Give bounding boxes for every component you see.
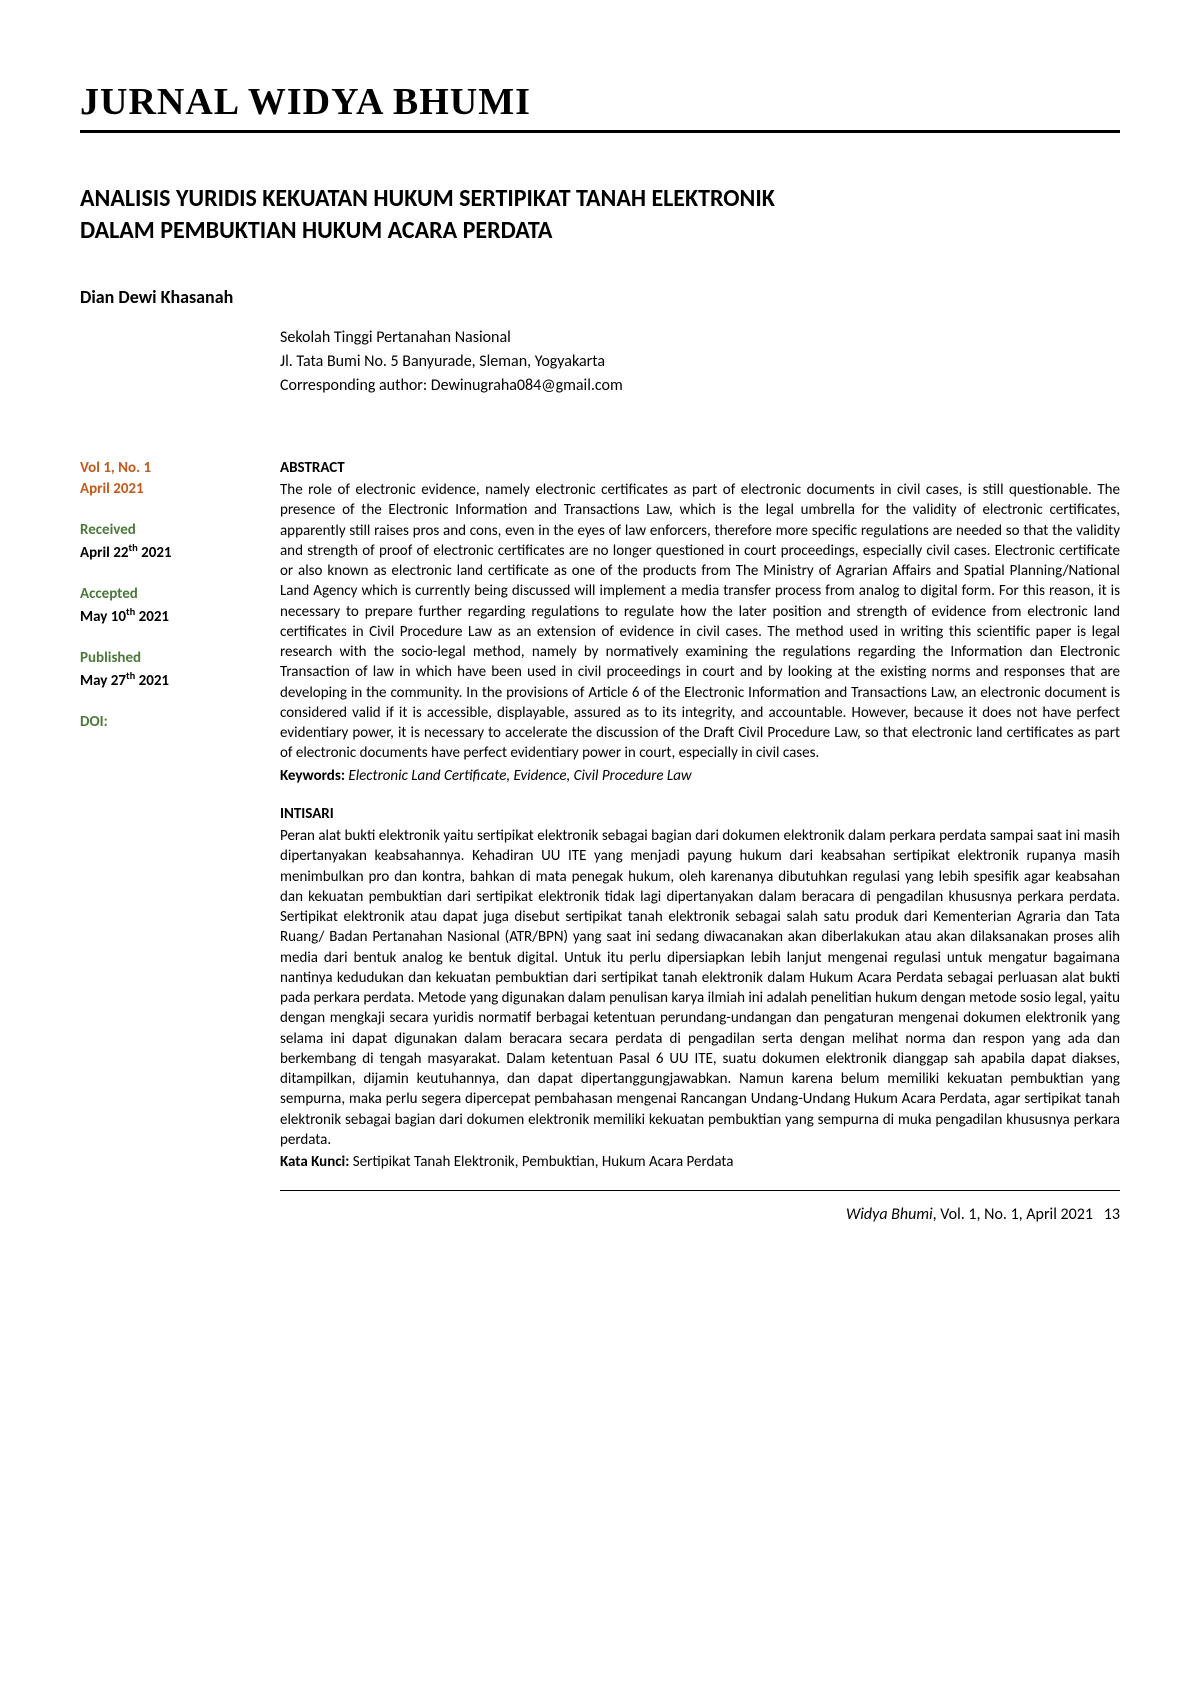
volume-issue: Vol 1, No. 1 <box>80 458 252 479</box>
footer-page-number: 13 <box>1104 1205 1120 1224</box>
accepted-label: Accepted <box>80 584 252 605</box>
affiliation-institution: Sekolah Tinggi Pertanahan Nasional <box>280 326 1120 350</box>
intisari-block: INTISARI Peran alat bukti elektronik yai… <box>280 804 1120 1173</box>
affiliation-block: Sekolah Tinggi Pertanahan Nasional Jl. T… <box>280 326 1120 398</box>
corresponding-author: Corresponding author: Dewinugraha084@gma… <box>280 374 1120 398</box>
intisari-keywords: Kata Kunci: Sertipikat Tanah Elektronik,… <box>280 1152 1120 1172</box>
journal-name: JURNAL WIDYA BHUMI <box>80 80 1120 133</box>
title-line-2: DALAM PEMBUKTIAN HUKUM ACARA PERDATA <box>80 216 552 245</box>
article-title: ANALISIS YURIDIS KEKUATAN HUKUM SERTIPIK… <box>80 183 1120 248</box>
issue-date: April 2021 <box>80 479 252 500</box>
title-line-1: ANALISIS YURIDIS KEKUATAN HUKUM SERTIPIK… <box>80 184 775 213</box>
main-content: ABSTRACT The role of electronic evidence… <box>280 458 1120 1192</box>
accepted-date: May 10th 2021 <box>80 605 252 628</box>
abstract-keywords: Keywords: Electronic Land Certificate, E… <box>280 766 1120 786</box>
received-label: Received <box>80 520 252 541</box>
published-label: Published <box>80 648 252 669</box>
footer-citation: , Vol. 1, No. 1, April 2021 <box>933 1205 1093 1224</box>
affiliation-address: Jl. Tata Bumi No. 5 Banyurade, Sleman, Y… <box>280 350 1120 374</box>
footer-journal: Widya Bhumi <box>846 1205 933 1224</box>
intisari-heading: INTISARI <box>280 804 1120 824</box>
author-name: Dian Dewi Khasanah <box>80 286 1120 308</box>
intisari-body: Peran alat bukti elektronik yaitu sertip… <box>280 826 1120 1150</box>
bottom-rule <box>280 1190 1120 1191</box>
abstract-block: ABSTRACT The role of electronic evidence… <box>280 458 1120 786</box>
received-date: April 22th 2021 <box>80 541 252 564</box>
abstract-heading: ABSTRACT <box>280 458 1120 478</box>
doi-label: DOI: <box>80 712 252 733</box>
abstract-body: The role of electronic evidence, namely … <box>280 480 1120 764</box>
metadata-sidebar: Vol 1, No. 1 April 2021 Received April 2… <box>80 458 252 1192</box>
published-date: May 27th 2021 <box>80 669 252 692</box>
page-footer: Widya Bhumi, Vol. 1, No. 1, April 2021 1… <box>80 1205 1120 1224</box>
